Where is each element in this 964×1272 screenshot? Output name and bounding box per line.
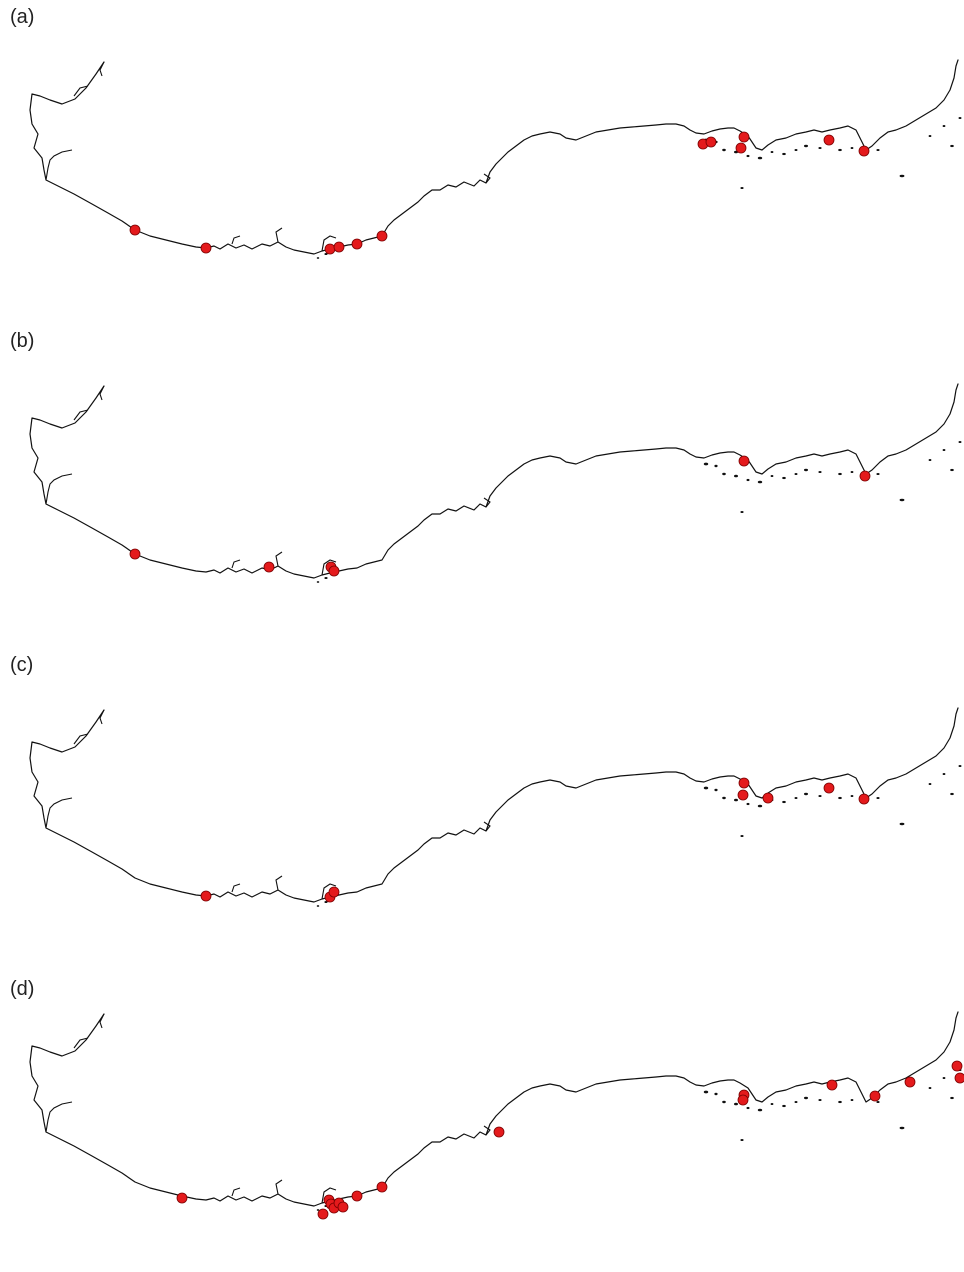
panel-label: (c) (10, 654, 34, 676)
panel-d: (d) (0, 972, 964, 1272)
site-marker (351, 1190, 363, 1202)
panel-b: (b) (0, 324, 964, 624)
site-marker (317, 1208, 329, 1220)
site-marker (904, 1076, 916, 1088)
site-marker (858, 793, 870, 805)
site-marker (200, 890, 212, 902)
site-marker (324, 243, 336, 255)
site-marker (263, 561, 275, 573)
site-marker (737, 1094, 749, 1106)
site-marker (737, 789, 749, 801)
site-marker (823, 782, 835, 794)
site-marker (826, 1079, 838, 1091)
site-marker (129, 224, 141, 236)
panel-label: (b) (10, 330, 35, 352)
coast-map (29, 1011, 964, 1220)
site-marker (328, 886, 340, 898)
coastline (29, 707, 962, 907)
site-marker (328, 565, 340, 577)
site-marker (129, 548, 141, 560)
panel-a: (a) (0, 0, 964, 300)
site-marker (735, 142, 747, 154)
site-marker (954, 1072, 964, 1084)
site-marker (869, 1090, 881, 1102)
coast-map (29, 383, 962, 583)
site-marker (859, 470, 871, 482)
site-marker (738, 131, 750, 143)
site-marker (951, 1060, 963, 1072)
site-marker (858, 145, 870, 157)
site-marker (176, 1192, 188, 1204)
coastline (29, 1011, 962, 1211)
coast-map (29, 707, 962, 907)
site-marker (351, 238, 363, 250)
site-marker (337, 1201, 349, 1213)
coast-map (29, 59, 962, 259)
coastline (29, 59, 962, 259)
site-marker (738, 455, 750, 467)
site-marker (376, 230, 388, 242)
coastline (29, 383, 962, 583)
site-marker (493, 1126, 505, 1138)
site-marker (200, 242, 212, 254)
panel-label: (a) (10, 6, 35, 28)
site-marker (705, 136, 717, 148)
site-marker (376, 1181, 388, 1193)
site-marker (738, 777, 750, 789)
site-marker (823, 134, 835, 146)
site-marker (333, 241, 345, 253)
panel-c: (c) (0, 648, 964, 948)
panel-label: (d) (10, 978, 35, 1000)
site-marker (762, 792, 774, 804)
